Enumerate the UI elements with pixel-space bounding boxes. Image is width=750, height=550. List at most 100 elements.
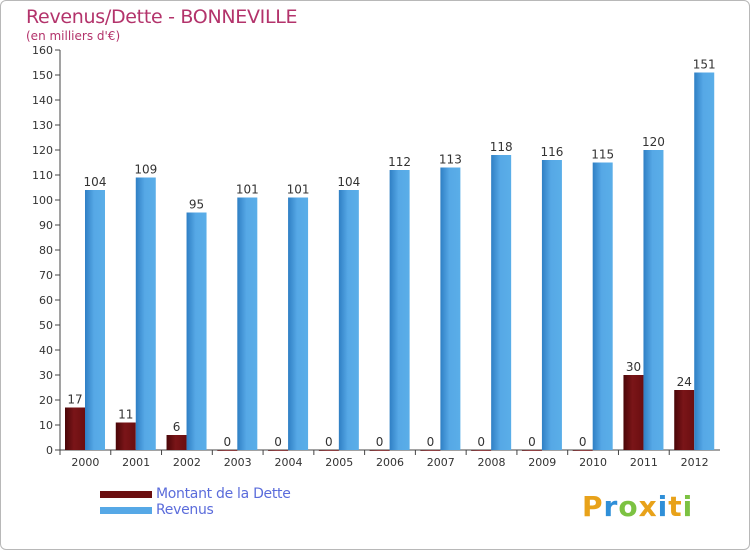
logo-letter: x	[638, 490, 658, 523]
x-tick-label: 2008	[478, 456, 506, 469]
bar-dette	[521, 450, 542, 451]
bar-dette	[369, 450, 390, 451]
data-label-revenus: 104	[337, 175, 360, 189]
bar-revenus	[592, 162, 613, 450]
logo-letter: i	[682, 490, 694, 523]
bar-dette	[268, 450, 289, 451]
x-tick-label: 2000	[71, 456, 99, 469]
data-label-revenus: 118	[490, 140, 513, 154]
bar-dette	[65, 407, 85, 450]
data-label-revenus: 116	[540, 145, 563, 159]
data-label-dette: 24	[677, 375, 692, 389]
bar-dette	[318, 450, 339, 451]
logo-letter: t	[668, 490, 683, 523]
bar-dette	[674, 390, 695, 450]
bar-revenus	[643, 150, 664, 450]
data-label-revenus: 120	[642, 135, 665, 149]
x-tick-label: 2005	[325, 456, 353, 469]
x-tick-label: 2006	[376, 456, 404, 469]
y-tick-label: 10	[39, 419, 53, 432]
bar-dette	[166, 435, 187, 450]
bar-revenus	[338, 190, 359, 450]
bar-dette	[217, 450, 238, 451]
legend-label-revenus: Revenus	[156, 502, 214, 518]
proxiti-logo: Proxiti	[582, 490, 693, 523]
bar-dette	[115, 422, 136, 450]
logo-letter: P	[582, 490, 604, 523]
data-label-revenus: 151	[693, 58, 716, 72]
x-tick-label: 2003	[224, 456, 252, 469]
data-label-dette: 0	[325, 435, 333, 449]
legend-item-revenus: Revenus	[100, 502, 291, 518]
x-tick-label: 2004	[274, 456, 302, 469]
y-tick-label: 110	[32, 169, 53, 182]
bar-revenus	[288, 197, 309, 450]
chart-subtitle: (en milliers d'€)	[26, 29, 121, 43]
data-label-dette: 11	[118, 408, 133, 422]
y-tick-label: 160	[32, 44, 53, 57]
logo-letter: o	[618, 490, 639, 523]
x-tick-label: 2012	[681, 456, 709, 469]
x-tick-label: 2001	[122, 456, 150, 469]
data-label-revenus: 109	[134, 163, 157, 177]
x-tick-label: 2009	[528, 456, 556, 469]
bar-dette	[572, 450, 593, 451]
y-tick-label: 0	[46, 444, 53, 457]
y-tick-label: 50	[39, 319, 53, 332]
y-tick-label: 30	[39, 369, 53, 382]
data-label-dette: 0	[274, 435, 282, 449]
bar-revenus	[491, 155, 512, 450]
data-label-dette: 0	[528, 435, 536, 449]
logo-letter: i	[657, 490, 669, 523]
y-tick-label: 90	[39, 219, 53, 232]
data-label-revenus: 113	[439, 153, 462, 167]
x-tick-label: 2007	[427, 456, 455, 469]
y-tick-label: 130	[32, 119, 53, 132]
data-label-dette: 0	[376, 435, 384, 449]
bar-revenus	[389, 170, 410, 450]
x-tick-label: 2011	[630, 456, 658, 469]
data-label-dette: 6	[173, 420, 181, 434]
data-label-revenus: 95	[189, 198, 204, 212]
legend: Montant de la Dette Revenus	[100, 486, 291, 518]
y-tick-label: 80	[39, 244, 53, 257]
bar-revenus	[135, 177, 156, 450]
bar-dette	[420, 450, 441, 451]
data-label-revenus: 112	[388, 155, 411, 169]
y-tick-label: 100	[32, 194, 53, 207]
data-label-revenus: 104	[84, 175, 107, 189]
y-tick-label: 20	[39, 394, 53, 407]
legend-item-dette: Montant de la Dette	[100, 486, 291, 502]
x-tick-label: 2002	[173, 456, 201, 469]
legend-label-dette: Montant de la Dette	[156, 486, 291, 502]
data-label-revenus: 101	[236, 183, 259, 197]
bar-revenus	[85, 190, 105, 450]
data-label-revenus: 115	[591, 148, 614, 162]
y-tick-label: 60	[39, 294, 53, 307]
bar-revenus	[237, 197, 258, 450]
bar-dette	[471, 450, 492, 451]
bar-revenus	[541, 160, 562, 450]
bar-revenus	[440, 167, 461, 450]
data-label-dette: 0	[477, 435, 485, 449]
data-label-dette: 17	[67, 393, 82, 407]
y-tick-label: 150	[32, 69, 53, 82]
x-tick-label: 2010	[579, 456, 607, 469]
chart-title: Revenus/Dette - BONNEVILLE	[26, 6, 298, 28]
data-label-dette: 30	[626, 360, 641, 374]
data-label-revenus: 101	[287, 183, 310, 197]
bar-revenus	[694, 72, 715, 450]
y-tick-label: 70	[39, 269, 53, 282]
data-label-dette: 0	[223, 435, 231, 449]
legend-swatch-revenus	[100, 506, 152, 514]
data-label-dette: 0	[427, 435, 435, 449]
bar-dette	[623, 375, 644, 450]
bar-revenus	[186, 212, 207, 450]
y-tick-label: 140	[32, 94, 53, 107]
data-label-dette: 0	[579, 435, 587, 449]
y-tick-label: 120	[32, 144, 53, 157]
y-tick-label: 40	[39, 344, 53, 357]
logo-letter: r	[603, 490, 619, 523]
